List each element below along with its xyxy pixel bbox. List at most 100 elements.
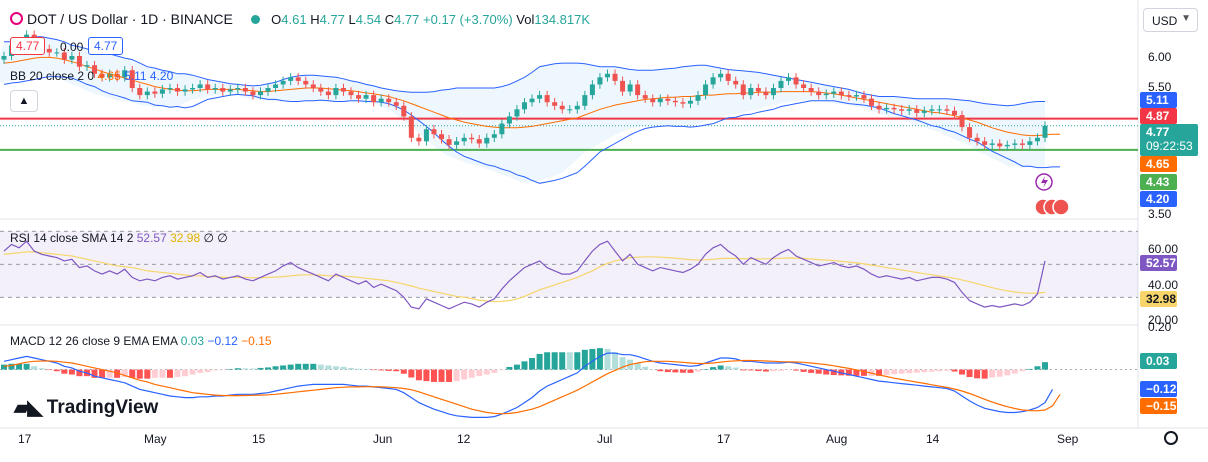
- bb-legend-name: BB 20 close 2 0: [10, 69, 95, 83]
- macd-histogram-bar: [8, 363, 15, 370]
- settings-gear-icon[interactable]: [1164, 431, 1178, 445]
- candle-body: [695, 95, 701, 101]
- macd-histogram-bar: [415, 369, 422, 381]
- candle-body: [967, 127, 973, 138]
- macd-histogram-bar: [521, 361, 528, 370]
- x-tick-12: 12: [457, 432, 471, 446]
- candle-body: [446, 139, 452, 145]
- event-markers: [1034, 173, 1070, 216]
- candle-body: [378, 98, 384, 103]
- candle-body: [310, 84, 316, 88]
- candle-body: [808, 88, 814, 92]
- macd-histogram-bar: [634, 362, 641, 370]
- brand-name: TradingView: [46, 396, 159, 418]
- bb-legend[interactable]: BB 20 close 2 0 4.65 5.11 4.20: [10, 69, 173, 83]
- candle-body: [755, 88, 761, 92]
- macd-histogram-bar: [649, 369, 656, 371]
- macd-histogram-bar: [793, 369, 800, 371]
- sell-price-box[interactable]: 4.77: [10, 37, 46, 55]
- macd-histogram-bar: [702, 369, 709, 370]
- candle-body: [589, 84, 595, 96]
- macd-histogram-bar: [46, 369, 53, 371]
- macd-histogram-bar: [664, 369, 671, 373]
- macd-histogram-bar: [1019, 369, 1026, 372]
- candle-body: [137, 88, 143, 96]
- macd-histogram-bar: [717, 365, 724, 370]
- macd-histogram-bar: [400, 369, 407, 374]
- candle-body: [770, 88, 776, 96]
- bb-lower-tag: 4.20: [1140, 191, 1177, 207]
- candle-body: [997, 143, 1003, 147]
- candle-body: [235, 88, 241, 90]
- macd-histogram-bar: [725, 366, 732, 370]
- tradingview-mark-icon: ▰◣: [14, 397, 43, 419]
- macd-histogram-bar: [197, 369, 204, 373]
- chevron-up-icon: ▲: [18, 95, 30, 107]
- macd-histogram-bar: [642, 366, 649, 370]
- macd-histogram-bar: [363, 368, 370, 370]
- candle-body: [1019, 143, 1025, 145]
- candle-body: [84, 65, 90, 67]
- macd-histogram-bar: [596, 348, 603, 370]
- macd-histogram-bar: [468, 369, 475, 378]
- x-tick-may: May: [144, 432, 167, 446]
- macd-histogram-bar: [76, 369, 83, 377]
- collapse-legend-button[interactable]: ▲: [10, 90, 38, 112]
- candle-body: [227, 89, 233, 92]
- macd-histogram-bar: [348, 367, 354, 370]
- macd-histogram-bar: [981, 369, 988, 379]
- macd-histogram-bar: [1004, 369, 1011, 376]
- candle-body: [763, 91, 769, 96]
- tradingview-logo[interactable]: ▰◣ TradingView: [14, 395, 158, 420]
- currency-select[interactable]: USD ▼: [1143, 8, 1198, 32]
- candle-body: [454, 141, 460, 145]
- buy-price-box[interactable]: 4.77: [88, 37, 124, 55]
- candle-body: [884, 107, 890, 110]
- rsi-legend[interactable]: RSI 14 close SMA 14 2 52.57 32.98 ∅ ∅: [10, 231, 228, 245]
- candle-body: [974, 137, 980, 142]
- price-tick-6: 6.00: [1148, 50, 1172, 64]
- macd-histogram-bar: [16, 363, 23, 370]
- candle-body: [250, 91, 256, 96]
- macd-histogram-bar: [114, 369, 121, 378]
- rsi-tick-60: 60.00: [1148, 242, 1179, 256]
- candle-body: [273, 84, 279, 88]
- macd-histogram-bar: [159, 369, 166, 378]
- macd-histogram-bar: [604, 348, 611, 370]
- candle-body: [461, 137, 467, 142]
- macd-histogram-bar: [777, 369, 784, 371]
- candle-body: [914, 109, 920, 113]
- candle-body: [107, 73, 113, 78]
- macd-histogram-bar: [1034, 366, 1041, 370]
- macd-histogram-bar: [408, 369, 415, 378]
- candle-body: [144, 91, 150, 96]
- candle-body: [687, 100, 693, 104]
- candle-body: [114, 73, 120, 78]
- symbol-header[interactable]: DOT / US Dollar · 1D · BINANCE O4.61 H4.…: [10, 11, 590, 27]
- candle-body: [1012, 143, 1018, 145]
- dot-logo-icon: [10, 12, 23, 25]
- candle-body: [959, 115, 965, 128]
- rsi-na-1: ∅: [203, 231, 214, 245]
- candle-body: [929, 109, 935, 111]
- last-price: 4.77: [1146, 125, 1170, 139]
- volume-value: 134.817K: [534, 12, 591, 27]
- lightning-bolt-icon: [1041, 176, 1048, 188]
- candle-body: [552, 102, 558, 106]
- rsi-line: [3, 240, 1046, 310]
- macd-histogram-bar: [68, 369, 75, 375]
- x-tick-15: 15: [252, 432, 266, 446]
- macd-line: [3, 352, 1054, 418]
- macd-histogram-bar: [31, 366, 38, 370]
- candle-body: [567, 109, 573, 111]
- macd-histogram-bar: [1026, 368, 1033, 370]
- macd-histogram-bar: [129, 369, 136, 378]
- macd-histogram-bar: [732, 367, 739, 370]
- macd-legend[interactable]: MACD 12 26 close 9 EMA EMA 0.03 −0.12 −0…: [10, 334, 272, 348]
- candle-body: [401, 105, 407, 117]
- macd-histogram-bar: [574, 352, 581, 370]
- market-status-icon: [250, 15, 260, 24]
- macd-histogram-bar: [506, 366, 513, 370]
- candle-body: [340, 88, 346, 92]
